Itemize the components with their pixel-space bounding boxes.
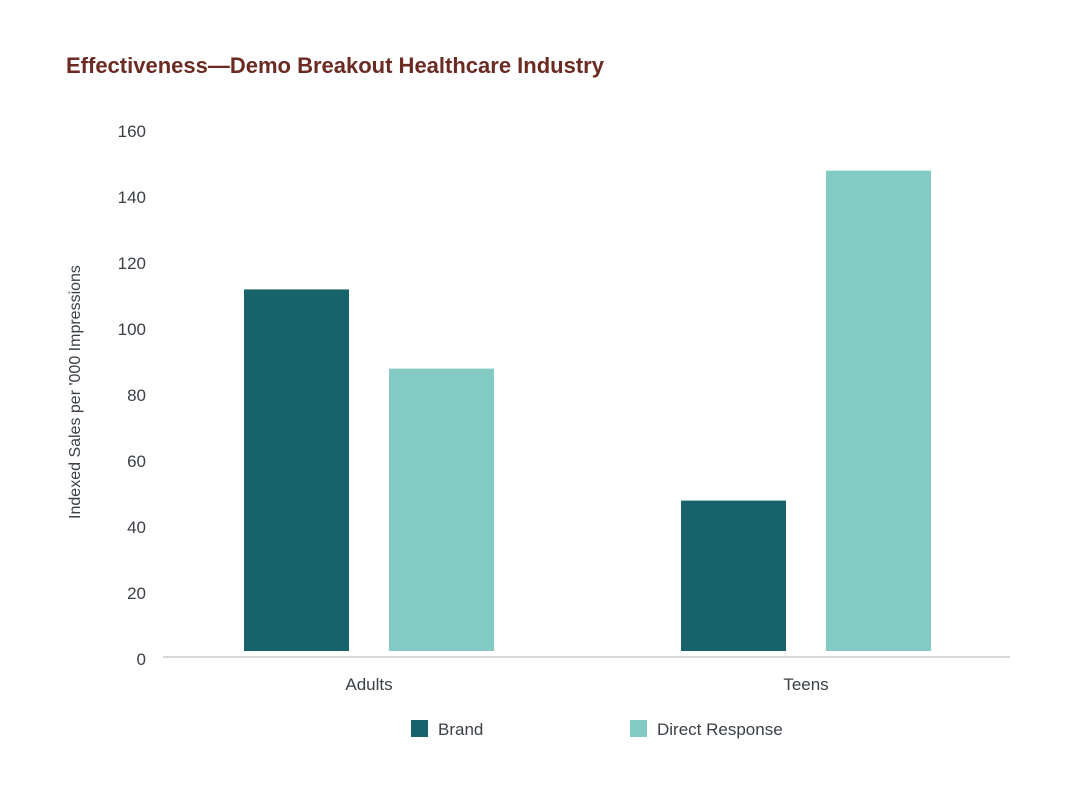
bars — [244, 170, 931, 651]
y-axis: 0 20 40 60 80 100 120 140 160 — [118, 122, 146, 669]
bar-brand-adults — [244, 289, 349, 651]
legend-swatch — [630, 720, 647, 737]
y-tick-label: 100 — [118, 320, 146, 339]
y-tick-label: 120 — [118, 254, 146, 273]
x-tick-label: Adults — [345, 675, 392, 694]
legend: Brand Direct Response — [411, 720, 783, 739]
y-tick-label: 160 — [118, 122, 146, 141]
bar-brand-teens — [681, 500, 786, 651]
legend-swatch — [411, 720, 428, 737]
bar-direct-response-adults — [389, 368, 494, 651]
y-tick-label: 140 — [118, 188, 146, 207]
y-tick-label: 40 — [127, 518, 146, 537]
x-tick-label: Teens — [783, 675, 828, 694]
y-tick-label: 80 — [127, 386, 146, 405]
bar-direct-response-teens — [826, 170, 931, 651]
y-tick-label: 20 — [127, 584, 146, 603]
legend-item-brand: Brand — [411, 720, 483, 739]
x-axis: Adults Teens — [345, 675, 828, 694]
legend-label: Brand — [438, 720, 483, 739]
y-tick-label: 0 — [137, 650, 146, 669]
legend-item-direct-response: Direct Response — [630, 720, 783, 739]
chart-title: Effectiveness—Demo Breakout Healthcare I… — [66, 53, 604, 78]
y-tick-label: 60 — [127, 452, 146, 471]
legend-label: Direct Response — [657, 720, 783, 739]
y-axis-title: Indexed Sales per '000 Impressions — [67, 265, 84, 519]
